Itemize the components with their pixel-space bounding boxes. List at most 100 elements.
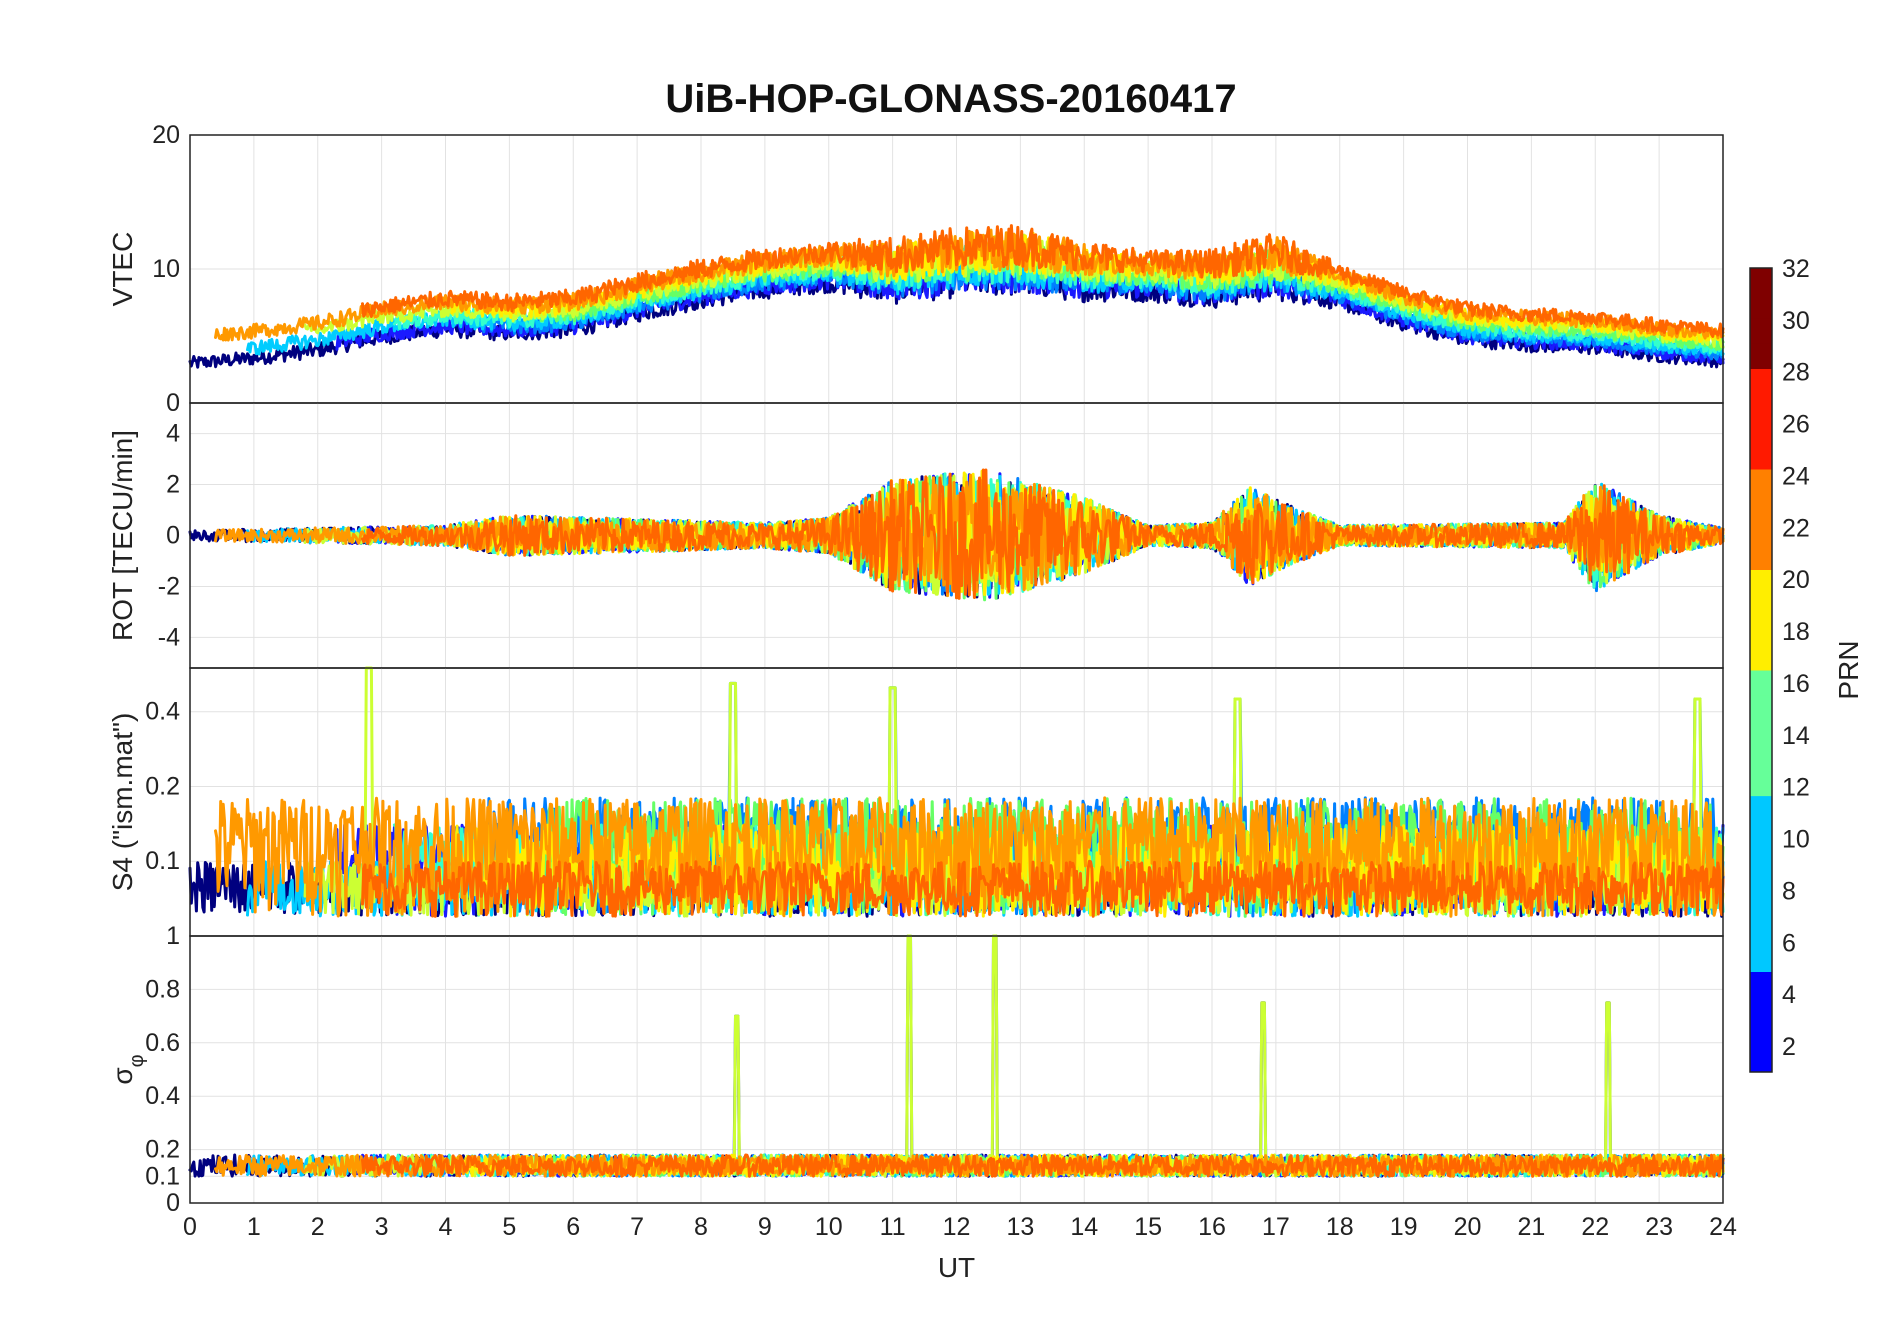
y-tick-label: 0.8	[145, 975, 180, 1003]
x-tick-label: 22	[1581, 1213, 1609, 1241]
series-line	[361, 468, 1725, 600]
x-tick-label: 17	[1262, 1213, 1290, 1241]
x-tick-label: 9	[758, 1213, 772, 1241]
colorbar-swatch	[1750, 343, 1772, 369]
y-axis-label-subscript: φ	[126, 1054, 148, 1067]
x-tick-label: 4	[439, 1213, 453, 1241]
colorbar-swatch	[1750, 644, 1772, 671]
colorbar-swatch	[1750, 268, 1772, 294]
colorbar-swatch	[1750, 1021, 1772, 1048]
colorbar-frame	[1749, 267, 1773, 1073]
y-tick-label: 0.2	[145, 772, 180, 800]
x-tick-label: 19	[1390, 1213, 1418, 1241]
colorbar-swatch	[1750, 695, 1772, 721]
y-tick-label: 4	[166, 420, 180, 448]
colorbar-swatch	[1750, 871, 1772, 897]
x-tick-label: 2	[311, 1213, 325, 1241]
x-tick-label: 10	[815, 1213, 843, 1241]
colorbar-tick-label: 10	[1782, 826, 1810, 854]
series-line	[214, 796, 1725, 918]
colorbar-swatch	[1750, 393, 1772, 420]
colorbar-swatch	[1750, 494, 1772, 520]
x-tick-label: 3	[375, 1213, 389, 1241]
colorbar-swatch	[1750, 544, 1772, 570]
series-line	[361, 224, 1725, 339]
x-tick-label: 15	[1134, 1213, 1162, 1241]
y-axis-label: σφ	[107, 1054, 148, 1084]
colorbar-swatch	[1750, 921, 1772, 947]
colorbar-swatch	[1750, 519, 1772, 545]
colorbar-tick-label: 26	[1782, 411, 1810, 439]
colorbar-swatch	[1750, 896, 1772, 922]
colorbar-tick-label: 22	[1782, 514, 1810, 542]
colorbar-tick-label: 2	[1782, 1033, 1796, 1061]
x-tick-label: 18	[1326, 1213, 1354, 1241]
colorbar-swatch	[1750, 745, 1772, 771]
y-tick-label: -2	[158, 572, 180, 600]
y-tick-label: 0.1	[145, 1162, 180, 1190]
y-tick-label: 0	[166, 389, 180, 417]
colorbar-swatch	[1750, 670, 1772, 696]
x-axis-label: UT	[938, 1252, 975, 1283]
colorbar-swatch	[1750, 820, 1772, 847]
colorbar-swatch	[1750, 1046, 1772, 1073]
y-tick-label: 0.1	[145, 847, 180, 875]
colorbar-tick-label: 30	[1782, 307, 1810, 335]
panel-s4: 0.1 0.2 0.4S4 ("ism.mat")	[107, 666, 1725, 937]
y-tick-label: 2	[166, 471, 180, 499]
x-tick-label: 16	[1198, 1213, 1226, 1241]
y-tick-label: 0.4	[145, 698, 180, 726]
colorbar-tick-label: 16	[1782, 670, 1810, 698]
colorbar-swatch	[1750, 443, 1772, 470]
colorbar-swatch	[1750, 469, 1772, 495]
y-tick-label: 0.2	[145, 1136, 180, 1164]
y-tick-label: 0.6	[145, 1029, 180, 1057]
colorbar-tick-label: 12	[1782, 774, 1810, 802]
x-tick-label: 5	[502, 1213, 516, 1241]
colorbar-label: PRN	[1833, 640, 1864, 699]
y-axis-label: ROT [TECU/min]	[107, 430, 138, 641]
y-tick-label: -4	[158, 623, 180, 651]
x-tick-label: 11	[880, 1213, 906, 1241]
y-tick-label: 0	[166, 1189, 180, 1217]
colorbar-swatch	[1750, 971, 1772, 998]
colorbar-tick-label: 24	[1782, 462, 1810, 490]
x-tick-label: 23	[1645, 1213, 1673, 1241]
x-tick-label: 1	[247, 1213, 261, 1241]
series-line	[361, 859, 1725, 918]
colorbar-swatch	[1750, 795, 1772, 822]
colorbar-swatch	[1750, 594, 1772, 621]
colorbar-tick-label: 8	[1782, 877, 1796, 905]
x-tick-label: 20	[1454, 1213, 1482, 1241]
x-tick-label: 6	[566, 1213, 580, 1241]
colorbar-swatch	[1750, 293, 1772, 319]
y-tick-label: 20	[152, 121, 180, 149]
colorbar-swatch	[1750, 569, 1772, 596]
x-tick-label: 13	[1006, 1213, 1034, 1241]
colorbar-swatch	[1750, 770, 1772, 797]
y-tick-label: 0	[166, 522, 180, 550]
panel-vtec: 0 10 20 VTEC	[107, 121, 1725, 417]
x-tick-label: 12	[943, 1213, 971, 1241]
colorbar-tick-label: 32	[1782, 255, 1810, 283]
axes-frame	[189, 935, 1724, 1204]
colorbar-swatch	[1750, 720, 1772, 746]
y-axis-label: VTEC	[107, 232, 138, 307]
colorbar-tick-label: 28	[1782, 359, 1810, 387]
colorbar-tick-label: 20	[1782, 566, 1810, 594]
colorbar-swatch	[1750, 368, 1772, 395]
series-line	[335, 934, 1725, 1178]
x-tick-label: 8	[694, 1213, 708, 1241]
colorbar-tick-label: 18	[1782, 618, 1810, 646]
panel-rot: -4 -2 0 2 4 ROT [TECU/min]	[107, 402, 1725, 669]
colorbar-tick-label: 4	[1782, 981, 1796, 1009]
y-tick-label: 0.4	[145, 1082, 180, 1110]
chart-title: UiB-HOP-GLONASS-20160417	[665, 77, 1236, 121]
colorbar-swatch	[1750, 418, 1772, 445]
colorbar-swatch	[1750, 318, 1772, 344]
y-axis-label: S4 ("ism.mat")	[107, 713, 138, 892]
y-tick-label: 10	[152, 255, 180, 283]
x-tick-label: 0	[183, 1213, 197, 1241]
